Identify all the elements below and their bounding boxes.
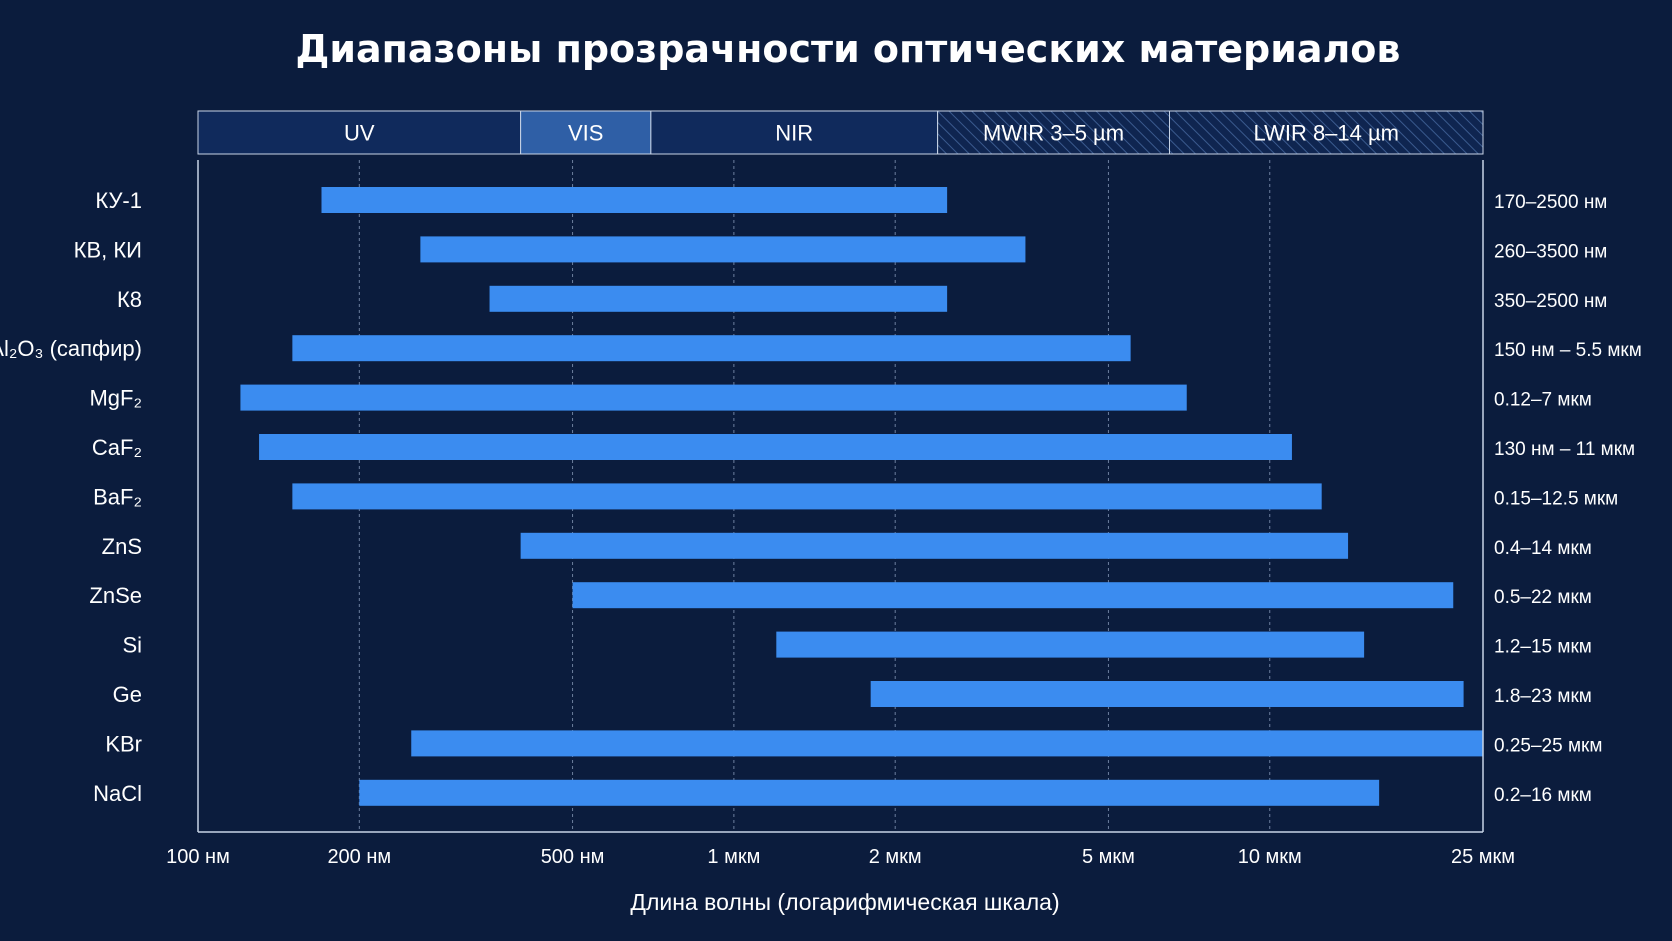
range-label: 0.12–7 мкм [1494, 390, 1592, 411]
bar-3 [292, 335, 1131, 362]
x-axis: 100 нм 200 нм 500 нм 1 мкм 2 мкм 5 мкм 10 мкм 2… [166, 160, 1515, 868]
x-tick-label: 2 мкм [869, 846, 922, 868]
range-label: 0.25–25 мкм [1494, 735, 1602, 756]
range-label: 350–2500 нм [1494, 291, 1607, 312]
material-label: KBr [105, 731, 142, 756]
band-cell [937, 110, 1170, 155]
material-label: ZnSe [89, 583, 142, 608]
bar-12 [359, 779, 1380, 806]
x-axis-label: Длина волны (логарифмическая шкала) [630, 889, 1059, 915]
range-label: 260–3500 нм [1494, 241, 1607, 262]
spectral-band-header: UV VIS NIR MWIR 3–5 µm LWIR 8–14 µm [197, 110, 1484, 155]
bar-10 [870, 681, 1464, 707]
bar-7 [520, 532, 1349, 559]
material-label: BaF₂ [93, 484, 142, 509]
x-tick-label: 200 нм [327, 846, 391, 868]
band-cell [650, 110, 939, 155]
band-label: MWIR 3–5 µm [983, 121, 1124, 146]
x-tick-label: 1 мкм [707, 846, 760, 868]
material-label: MgF₂ [89, 386, 142, 411]
material-label: CaF₂ [92, 435, 142, 460]
material-label: КУ-1 [95, 188, 142, 213]
bar-11 [411, 730, 1484, 757]
material-label: NaCl [93, 781, 142, 806]
band-label: NIR [775, 121, 813, 146]
bar-2 [489, 285, 948, 312]
bar-5 [259, 434, 1292, 460]
x-tick-label: 25 мкм [1451, 846, 1515, 868]
material-label: Ge [113, 682, 142, 707]
range-label: 0.2–16 мкм [1494, 785, 1592, 806]
range-label: 150 нм – 5.5 мкм [1494, 340, 1642, 361]
band-cell [197, 110, 522, 155]
material-label: ZnS [102, 534, 142, 559]
material-label: Si [122, 633, 142, 658]
range-label: 0.4–14 мкм [1494, 538, 1592, 559]
bar-4 [240, 384, 1187, 411]
material-labels: КУ-1 КВ, КИ К8 Al₂O₃ (сапфир) MgF₂ CaF₂ BaF₂ Zn… [0, 188, 142, 806]
x-tick-label: 100 нм [166, 846, 230, 868]
material-label: КВ, КИ [74, 237, 142, 262]
x-tick-label: 5 мкм [1082, 846, 1135, 868]
bar-9 [776, 631, 1365, 658]
bar-6 [292, 483, 1322, 510]
range-label: 1.8–23 мкм [1494, 686, 1592, 707]
band-cell [520, 110, 652, 155]
range-label: 0.5–22 мкм [1494, 587, 1592, 608]
chart-title: Диапазоны прозрачности оптических матери… [296, 27, 1401, 71]
band-cell [1168, 110, 1484, 155]
band-label: VIS [568, 121, 603, 146]
x-tick-label: 500 нм [541, 846, 605, 868]
range-label: 130 нм – 11 мкм [1494, 439, 1635, 460]
range-labels: 170–2500 нм 260–3500 нм 350–2500 нм 150 нм … [1494, 192, 1642, 806]
bar-0 [321, 187, 948, 213]
range-label: 0.15–12.5 мкм [1494, 488, 1618, 509]
transparency-bars [240, 187, 1484, 806]
bar-8 [572, 582, 1454, 609]
material-label: К8 [117, 287, 142, 312]
x-tick-label: 10 мкм [1238, 846, 1302, 868]
band-label: LWIR 8–14 µm [1253, 121, 1399, 146]
range-label: 1.2–15 мкм [1494, 637, 1592, 658]
material-label: Al₂O₃ (сапфир) [0, 336, 142, 361]
range-label: 170–2500 нм [1494, 192, 1607, 213]
band-label: UV [344, 121, 375, 146]
bar-1 [420, 236, 1026, 263]
